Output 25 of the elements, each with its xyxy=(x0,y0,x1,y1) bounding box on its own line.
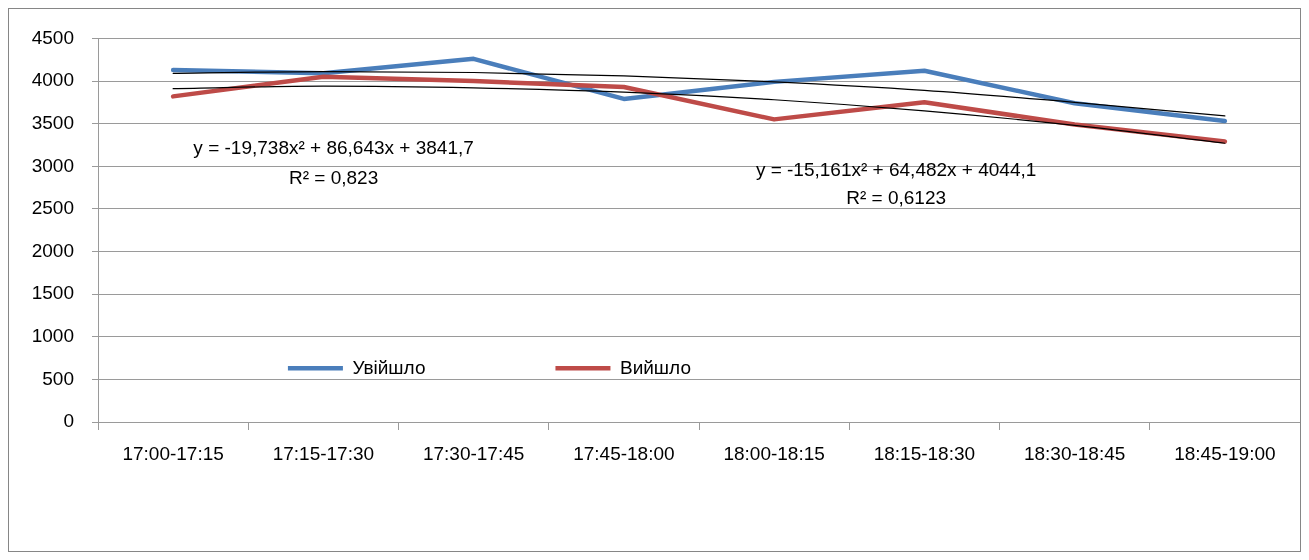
y-tick-label: 3000 xyxy=(31,154,74,176)
y-tick-label: 1000 xyxy=(31,324,74,346)
legend-label: Вийшло xyxy=(619,356,691,378)
y-tick-label: 2500 xyxy=(31,197,74,219)
x-tick-label: 17:45-18:00 xyxy=(573,442,675,464)
y-tick-label: 3500 xyxy=(31,111,74,133)
x-tick-label: 18:30-18:45 xyxy=(1023,442,1126,464)
y-tick-label: 4000 xyxy=(31,69,74,91)
legend-label: Увійшло xyxy=(352,356,426,378)
annotation: R² = 0,6123 xyxy=(846,187,947,209)
x-tick-label: 18:45-19:00 xyxy=(1174,442,1276,464)
annotation: y = -15,161x² + 64,482x + 4044,1 xyxy=(755,158,1037,180)
x-tick-label: 17:15-17:30 xyxy=(272,442,375,464)
annotation: y = -19,738x² + 86,643x + 3841,7 xyxy=(193,136,474,158)
line-series xyxy=(172,71,1226,117)
x-tick-label: 18:15-18:30 xyxy=(873,442,976,464)
y-tick-label: 0 xyxy=(63,410,74,432)
y-tick-label: 4500 xyxy=(31,26,74,48)
x-tick-label: 17:30-17:45 xyxy=(422,442,525,464)
annotation: R² = 0,823 xyxy=(288,166,379,188)
x-tick-label: 18:00-18:15 xyxy=(723,442,825,464)
y-tick-label: 2000 xyxy=(31,239,74,261)
y-tick-label: 500 xyxy=(42,367,74,389)
y-tick-label: 1500 xyxy=(31,282,74,304)
x-tick-label: 17:00-17:15 xyxy=(122,442,224,464)
